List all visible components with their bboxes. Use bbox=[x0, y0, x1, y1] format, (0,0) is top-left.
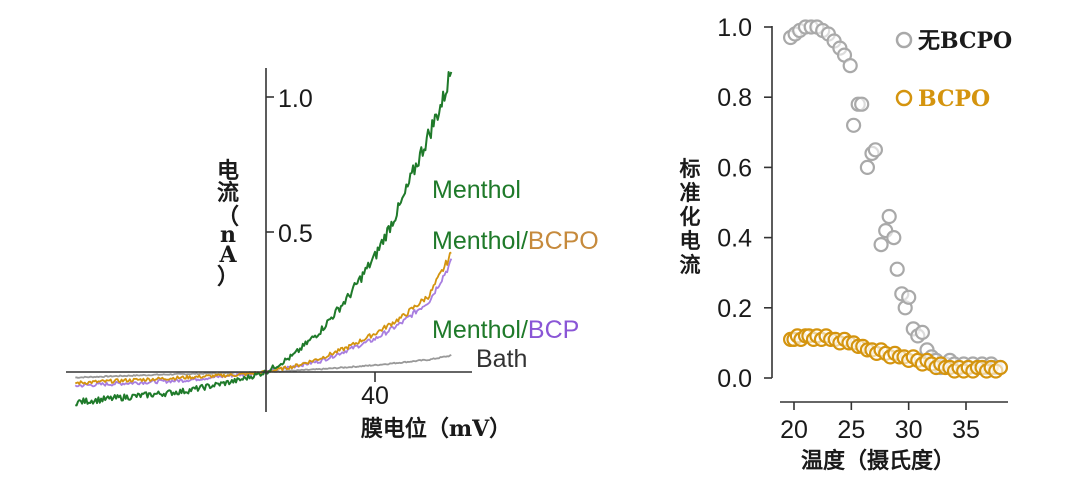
temp-y-tick-label-1: 0.2 bbox=[717, 295, 752, 323]
series-label-menthol-bcpo: Menthol/BCPO bbox=[432, 227, 599, 255]
iv-x-axis-label: 膜电位（mV） bbox=[361, 416, 511, 442]
iv-series-group bbox=[74, 71, 453, 407]
iv-y-ticks: 1.0 0.5 bbox=[266, 85, 313, 248]
iv-ylabel-char-3: n bbox=[220, 222, 236, 248]
no-bcpo-point bbox=[859, 159, 876, 175]
iv-y-tick-label-1: 0.5 bbox=[278, 220, 313, 248]
temp-x-tick-label-0: 20 bbox=[780, 416, 808, 444]
iv-ylabel-char-0: 电 bbox=[217, 158, 239, 184]
no-bcpo-point bbox=[842, 57, 858, 74]
iv-x-tick-label-40: 40 bbox=[361, 382, 389, 410]
iv-x-ticks: 40 bbox=[361, 372, 389, 410]
series-label-menthol-bcp-prefix: Menthol/ bbox=[432, 316, 528, 344]
iv-series-labels: Menthol Menthol/BCPO Menthol/BCP Bath bbox=[432, 176, 599, 373]
iv-chart: 1.0 0.5 40 电 流 （ n A ） 膜电位（mV） Menthol M… bbox=[66, 68, 599, 442]
series-label-bath: Bath bbox=[476, 345, 527, 373]
iv-trace-menthol bbox=[75, 71, 453, 407]
legend-marker-no-bcpo bbox=[895, 31, 913, 49]
temp-y-tick-label-3: 0.6 bbox=[717, 154, 752, 182]
temp-y-tick-label-2: 0.4 bbox=[717, 225, 752, 253]
iv-ylabel-char-2: （ bbox=[217, 204, 239, 230]
bcpo-point bbox=[992, 359, 1009, 376]
series-label-menthol-bcp-suffix: BCP bbox=[528, 316, 579, 344]
temp-x-tick-label-2: 30 bbox=[895, 416, 923, 444]
no-bcpo-point bbox=[914, 324, 931, 340]
no-bcpo-point bbox=[889, 261, 905, 277]
iv-trace-menthol-bcpo bbox=[74, 251, 452, 386]
iv-ylabel-char-1: 流 bbox=[217, 180, 239, 206]
temperature-points-group bbox=[782, 19, 1009, 379]
temperature-chart: 0.0 0.2 0.4 0.6 0.8 1.0 20 25 30 35 标 准 化 电 流 温度… bbox=[680, 14, 1013, 474]
temp-ylabel-char-0: 标 bbox=[680, 156, 701, 181]
series-label-menthol-bcpo-suffix: BCPO bbox=[528, 227, 599, 255]
legend-marker-bcpo bbox=[895, 89, 913, 107]
temp-ylabel-char-4: 流 bbox=[680, 252, 701, 277]
series-label-menthol-bcp: Menthol/BCP bbox=[432, 316, 579, 344]
no-bcpo-point bbox=[886, 230, 902, 246]
no-bcpo-point bbox=[867, 142, 884, 158]
temp-ylabel-char-2: 化 bbox=[680, 204, 701, 229]
temp-y-ticks: 0.0 0.2 0.4 0.6 0.8 1.0 bbox=[717, 14, 772, 393]
temp-x-tick-label-3: 35 bbox=[952, 416, 980, 444]
temp-y-tick-label-5: 1.0 bbox=[717, 14, 752, 42]
iv-y-tick-label-0: 1.0 bbox=[278, 85, 313, 113]
series-label-menthol-bcpo-prefix: Menthol/ bbox=[432, 227, 528, 255]
no-bcpo-point bbox=[854, 96, 870, 112]
legend-label-no-bcpo: 无BCPO bbox=[918, 28, 1012, 54]
temp-x-tick-label-1: 25 bbox=[837, 416, 865, 444]
no-bcpo-point bbox=[845, 117, 862, 133]
temp-ylabel-char-3: 电 bbox=[680, 228, 701, 253]
temp-ylabel-char-1: 准 bbox=[680, 180, 701, 205]
series-label-menthol: Menthol bbox=[432, 176, 521, 204]
no-bcpo-point bbox=[873, 237, 889, 253]
temp-legend: 无BCPO BCPO bbox=[895, 28, 1012, 112]
temp-y-tick-label-4: 0.8 bbox=[717, 84, 752, 112]
temp-y-axis-label: 标 准 化 电 流 bbox=[680, 156, 701, 277]
iv-ylabel-char-4: A bbox=[218, 242, 237, 268]
temp-x-axis-label: 温度（摄氏度） bbox=[801, 448, 955, 474]
no-bcpo-point bbox=[881, 208, 897, 225]
iv-ylabel-char-5: ） bbox=[217, 264, 239, 290]
legend-label-bcpo: BCPO bbox=[918, 86, 990, 112]
no-bcpo-point bbox=[901, 289, 917, 305]
iv-y-axis-label: 电 流 （ n A ） bbox=[217, 158, 239, 290]
temp-y-tick-label-0: 0.0 bbox=[717, 365, 752, 393]
temp-x-ticks: 20 25 30 35 bbox=[780, 402, 980, 444]
